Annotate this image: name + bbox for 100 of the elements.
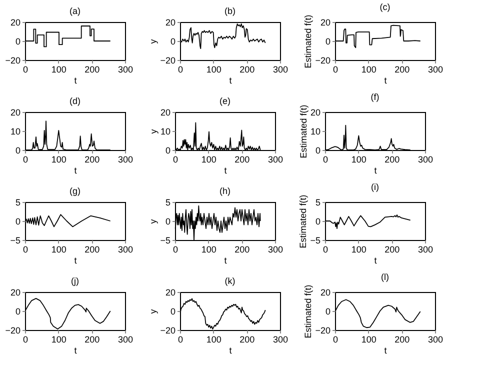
y-axis-title: y xyxy=(148,38,158,44)
x-tick-label: 300 xyxy=(118,334,134,344)
x-tick-label: 100 xyxy=(51,154,66,164)
y-axis-title: Estimated f(t) xyxy=(298,104,308,158)
x-tick-label: 300 xyxy=(428,64,444,74)
x-tick-label: 200 xyxy=(84,334,100,344)
chart-title: (e) xyxy=(220,96,230,106)
y-tick-label: −5 xyxy=(160,236,170,246)
y-tick-label: 0 xyxy=(15,216,20,226)
y-tick-label: 20 xyxy=(165,18,176,28)
x-tick-label: 100 xyxy=(351,244,366,254)
y-tick-label: 5 xyxy=(15,198,20,208)
x-tick-label: 0 xyxy=(22,244,28,254)
y-tick-label: 10 xyxy=(10,126,20,136)
x-tick-label: 300 xyxy=(428,334,444,344)
x-axis-title: t xyxy=(229,346,232,356)
y-axis-title: y xyxy=(148,218,158,224)
x-tick-label: 300 xyxy=(118,244,134,254)
y-tick-label: −5 xyxy=(310,236,320,246)
chart-title: (c) xyxy=(380,2,390,12)
x-tick-label: 0 xyxy=(22,334,28,344)
x-axis-title: t xyxy=(74,346,78,356)
chart-title: (d) xyxy=(70,96,80,106)
x-tick-label: 0 xyxy=(178,334,184,344)
y-tick-label: 0 xyxy=(315,216,320,226)
x-tick-label: 300 xyxy=(118,154,134,164)
y-tick-label: 20 xyxy=(10,108,20,118)
x-axis-title: t xyxy=(384,76,388,86)
y-tick-label: 0 xyxy=(325,306,330,316)
y-tick-label: 20 xyxy=(320,18,330,28)
y-tick-label: 10 xyxy=(310,126,320,136)
x-tick-label: 0 xyxy=(332,64,338,74)
x-tick-label: 200 xyxy=(384,154,400,164)
y-tick-label: −20 xyxy=(160,326,176,336)
y-tick-label: −20 xyxy=(5,56,20,66)
y-tick-label: −20 xyxy=(315,56,330,66)
y-tick-label: 5 xyxy=(165,198,170,208)
x-tick-label: 200 xyxy=(240,334,255,344)
x-tick-label: 300 xyxy=(118,64,134,74)
x-axis-title: t xyxy=(224,166,228,176)
y-axis-title: y xyxy=(148,128,158,134)
y-tick-label: 0 xyxy=(315,146,320,156)
x-tick-label: 100 xyxy=(361,64,376,74)
x-tick-label: 100 xyxy=(201,154,216,164)
y-axis-title: Estimated f(t) xyxy=(303,284,314,338)
x-tick-label: 100 xyxy=(51,64,66,74)
y-tick-label: −20 xyxy=(160,56,176,66)
chart-title: (a) xyxy=(70,6,80,16)
x-axis-title: t xyxy=(224,256,228,266)
y-tick-label: 0 xyxy=(15,306,20,316)
y-tick-label: −20 xyxy=(315,326,330,336)
chart-title: (i) xyxy=(371,182,379,192)
x-tick-label: 100 xyxy=(351,154,366,164)
y-tick-label: 0 xyxy=(170,36,176,46)
x-tick-label: 300 xyxy=(272,334,288,344)
x-tick-label: 100 xyxy=(206,64,222,74)
x-tick-label: 300 xyxy=(268,244,284,254)
x-tick-label: 300 xyxy=(272,64,288,74)
x-tick-label: 0 xyxy=(22,64,28,74)
x-tick-label: 200 xyxy=(394,334,410,344)
y-tick-label: 20 xyxy=(165,288,176,298)
x-tick-label: 300 xyxy=(418,154,434,164)
y-tick-label: 10 xyxy=(160,126,170,136)
x-tick-label: 100 xyxy=(206,334,222,344)
x-tick-label: 300 xyxy=(418,244,434,254)
x-tick-label: 200 xyxy=(384,244,400,254)
x-tick-label: 300 xyxy=(268,154,284,164)
x-axis-title: t xyxy=(74,166,78,176)
x-tick-label: 200 xyxy=(234,154,250,164)
x-axis-title: t xyxy=(374,256,378,266)
x-tick-label: 200 xyxy=(84,64,100,74)
y-axis-title: Estimated f(t) xyxy=(303,14,314,68)
x-axis-title: t xyxy=(384,346,388,356)
y-axis-title: y xyxy=(148,308,158,314)
y-tick-label: −20 xyxy=(5,326,20,336)
y-tick-label: 0 xyxy=(165,216,170,226)
y-tick-label: 0 xyxy=(170,306,176,316)
y-tick-label: 0 xyxy=(15,146,20,156)
y-tick-label: 20 xyxy=(160,108,170,118)
x-tick-label: 200 xyxy=(234,244,250,254)
y-tick-label: 5 xyxy=(315,198,320,208)
y-tick-label: 0 xyxy=(15,36,20,46)
y-tick-label: 0 xyxy=(165,146,170,156)
chart-title: (l) xyxy=(381,272,389,282)
x-tick-label: 100 xyxy=(361,334,376,344)
x-axis-title: t xyxy=(74,76,78,86)
chart-title: (b) xyxy=(224,6,236,16)
x-tick-label: 100 xyxy=(201,244,216,254)
x-axis-title: t xyxy=(74,256,78,266)
chart-title: (g) xyxy=(70,186,80,196)
chart-title: (f) xyxy=(370,92,380,102)
x-tick-label: 100 xyxy=(51,334,66,344)
y-tick-label: 0 xyxy=(325,36,330,46)
x-tick-label: 100 xyxy=(51,244,66,254)
x-tick-label: 0 xyxy=(22,154,28,164)
y-axis-title: Estimated f(t) xyxy=(298,194,308,248)
chart-title: (j) xyxy=(71,276,79,286)
y-tick-label: 20 xyxy=(10,288,20,298)
y-tick-label: 20 xyxy=(320,288,330,298)
x-tick-label: 200 xyxy=(84,154,100,164)
